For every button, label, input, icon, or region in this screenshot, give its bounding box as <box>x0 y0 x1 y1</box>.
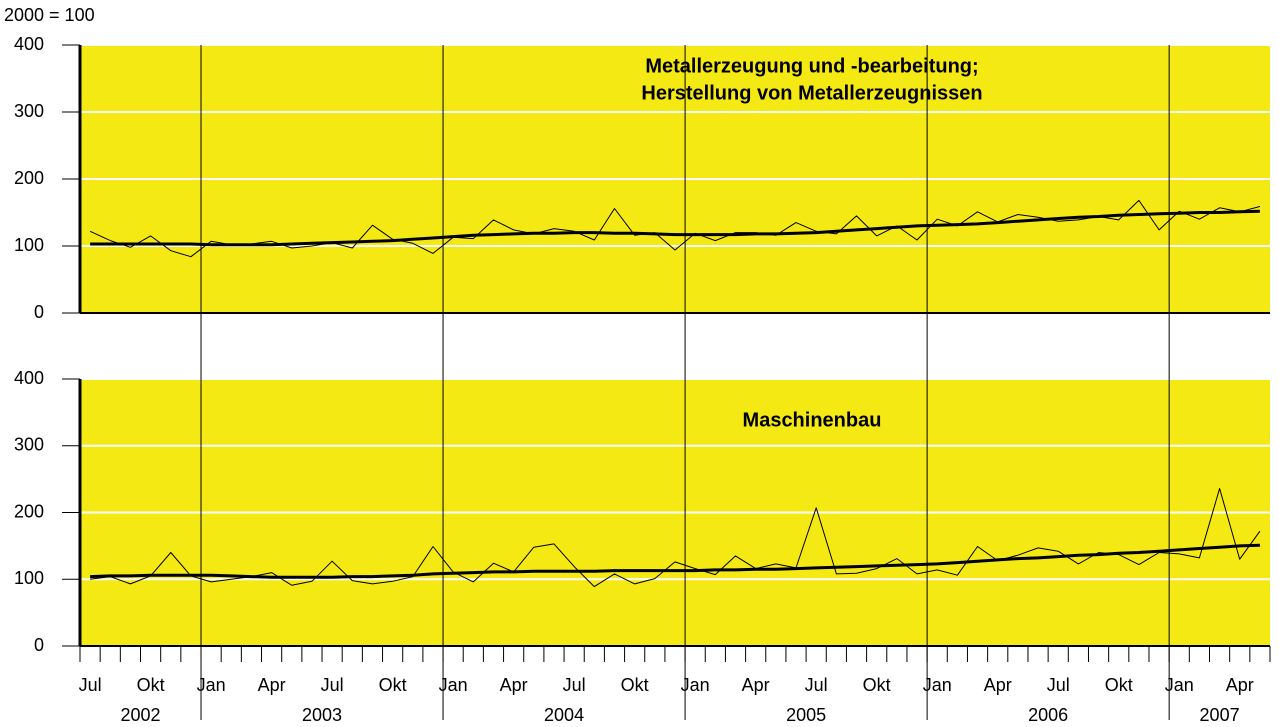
x-tick-label: Okt <box>137 675 165 695</box>
x-tick-label: Jan <box>439 675 468 695</box>
x-tick-label: Apr <box>1226 675 1254 695</box>
x-tick-label: Jul <box>321 675 344 695</box>
year-label: 2005 <box>786 705 826 725</box>
y-tick-label: 200 <box>14 501 44 521</box>
x-tick-label: Jul <box>563 675 586 695</box>
y-tick-label: 0 <box>34 635 44 655</box>
series-line <box>90 543 1260 579</box>
y-tick-label: 300 <box>14 435 44 455</box>
y-tick-label: 0 <box>34 302 44 322</box>
x-tick-label: Apr <box>500 675 528 695</box>
x-tick-label: Jan <box>681 675 710 695</box>
year-label: 2006 <box>1028 705 1068 725</box>
x-tick-label: Jan <box>1165 675 1194 695</box>
y-tick-label: 400 <box>14 34 44 54</box>
x-tick-label: Okt <box>621 675 649 695</box>
panel-title: Herstellung von Metallerzeugnissen <box>641 82 982 104</box>
x-tick-label: Apr <box>258 675 286 695</box>
series-line <box>89 199 1261 258</box>
x-tick-label: Jan <box>923 675 952 695</box>
year-label: 2003 <box>302 705 342 725</box>
x-tick-label: Apr <box>984 675 1012 695</box>
y-tick-label: 100 <box>14 235 44 255</box>
x-tick-label: Apr <box>742 675 770 695</box>
panel-title: Maschinenbau <box>743 409 882 431</box>
x-tick-label: Okt <box>379 675 407 695</box>
x-tick-label: Okt <box>863 675 891 695</box>
y-tick-label: 200 <box>14 168 44 188</box>
panel-title: Metallerzeugung und -bearbeitung; <box>645 55 978 77</box>
x-tick-label: Jan <box>197 675 226 695</box>
year-label: 2002 <box>120 705 160 725</box>
x-tick-label: Jul <box>1047 675 1070 695</box>
x-tick-label: Jul <box>805 675 828 695</box>
year-label: 2004 <box>544 705 584 725</box>
y-tick-label: 100 <box>14 568 44 588</box>
y-tick-label: 300 <box>14 101 44 121</box>
y-tick-label: 400 <box>14 368 44 388</box>
x-tick-label: Okt <box>1105 675 1133 695</box>
y-unit-label: 2000 = 100 <box>4 5 95 25</box>
year-label: 2007 <box>1200 705 1240 725</box>
x-tick-label: Jul <box>79 675 102 695</box>
series-line <box>90 209 1260 247</box>
